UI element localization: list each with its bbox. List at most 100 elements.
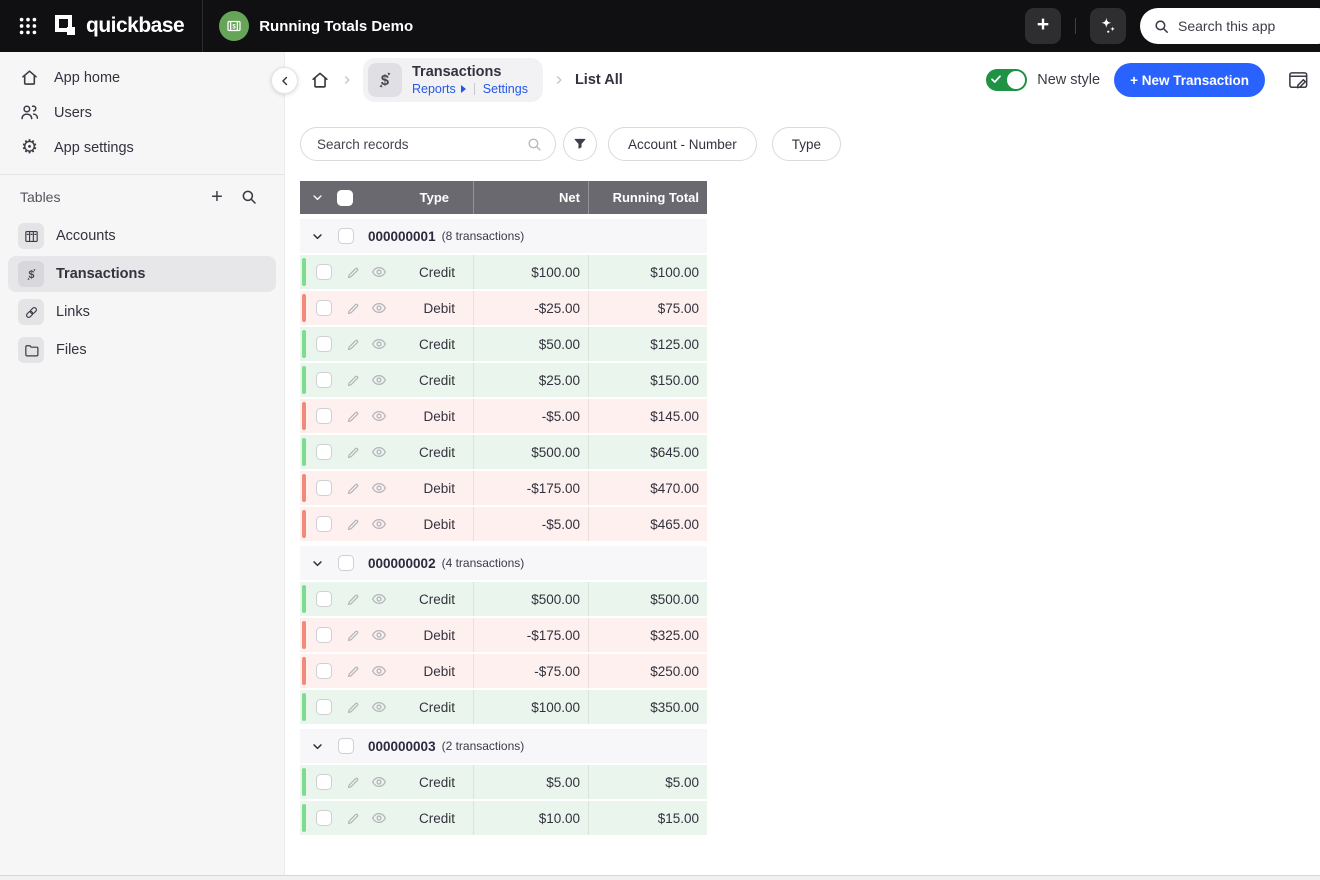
edit-pencil-icon[interactable]: [345, 408, 362, 425]
row-checkbox[interactable]: [316, 264, 332, 280]
row-checkbox[interactable]: [316, 408, 332, 424]
row-checkbox[interactable]: [316, 627, 332, 643]
breadcrumb-home-button[interactable]: [309, 69, 331, 91]
quick-view-eye-icon[interactable]: [370, 479, 388, 497]
quick-view-eye-icon[interactable]: [370, 335, 388, 353]
column-header-type[interactable]: Type: [419, 190, 449, 205]
group-checkbox[interactable]: [338, 738, 354, 754]
net-cell: $100.00: [473, 255, 588, 289]
filter-button[interactable]: [563, 127, 597, 161]
record-search-input[interactable]: [317, 136, 526, 152]
chevron-down-icon[interactable]: [310, 190, 325, 205]
column-header-running-total[interactable]: Running Total: [588, 181, 707, 214]
quick-view-eye-icon[interactable]: [370, 698, 388, 716]
ai-sparkles-button[interactable]: [1090, 8, 1126, 44]
folder-icon: [18, 337, 44, 363]
group-checkbox[interactable]: [338, 555, 354, 571]
sidebar-item-app-home[interactable]: App home: [0, 60, 284, 95]
sidebar-item-app-settings[interactable]: ⚙ App settings: [0, 130, 284, 165]
sidebar-table-transactions[interactable]: $ Transactions: [8, 256, 276, 292]
quick-view-eye-icon[interactable]: [370, 299, 388, 317]
add-table-button[interactable]: +: [206, 186, 228, 208]
app-identity[interactable]: $ Running Totals Demo: [219, 11, 413, 41]
quick-view-eye-icon[interactable]: [370, 626, 388, 644]
topbar-divider: [202, 0, 204, 52]
waffle-grid-icon[interactable]: [14, 12, 42, 40]
quick-view-eye-icon[interactable]: [370, 263, 388, 281]
row-checkbox[interactable]: [316, 300, 332, 316]
quickbase-logo[interactable]: quickbase: [54, 14, 185, 38]
edit-pencil-icon[interactable]: [345, 516, 362, 533]
edit-pencil-icon[interactable]: [345, 774, 362, 791]
quick-view-eye-icon[interactable]: [370, 809, 388, 827]
reports-menu-link[interactable]: Reports: [412, 81, 456, 96]
running-total-cell: $645.00: [588, 435, 707, 469]
group-header-row: 000000002 (4 transactions): [300, 546, 707, 580]
edit-pencil-icon[interactable]: [345, 264, 362, 281]
new-style-toggle[interactable]: [986, 69, 1028, 91]
edit-pencil-icon[interactable]: [345, 444, 362, 461]
type-cell: Credit: [418, 699, 455, 715]
sidebar-table-links[interactable]: Links: [8, 294, 276, 330]
edit-pencil-icon[interactable]: [345, 480, 362, 497]
group-checkbox[interactable]: [338, 228, 354, 244]
quick-view-eye-icon[interactable]: [370, 407, 388, 425]
type-cell: Credit: [418, 372, 455, 388]
edit-pencil-icon[interactable]: [345, 372, 362, 389]
new-transaction-button[interactable]: + New Transaction: [1114, 63, 1265, 97]
app-search-input[interactable]: [1178, 18, 1308, 34]
settings-link[interactable]: Settings: [482, 81, 528, 96]
type-cell: Credit: [418, 264, 455, 280]
row-checkbox[interactable]: [316, 516, 332, 532]
chevron-down-icon[interactable]: [310, 739, 325, 754]
row-checkbox[interactable]: [316, 480, 332, 496]
quick-view-eye-icon[interactable]: [370, 590, 388, 608]
edit-pencil-icon[interactable]: [345, 591, 362, 608]
group-header-row: 000000003 (2 transactions): [300, 729, 707, 763]
quick-view-eye-icon[interactable]: [370, 773, 388, 791]
edit-pencil-icon[interactable]: [345, 300, 362, 317]
edit-pencil-icon[interactable]: [345, 810, 362, 827]
chevron-down-icon[interactable]: [310, 556, 325, 571]
users-icon: [21, 105, 39, 120]
row-checkbox[interactable]: [316, 336, 332, 352]
edit-pencil-icon[interactable]: [345, 627, 362, 644]
home-icon: [312, 72, 328, 88]
row-checkbox[interactable]: [316, 444, 332, 460]
row-checkbox[interactable]: [316, 663, 332, 679]
sidebar-table-accounts[interactable]: Accounts: [8, 218, 276, 254]
row-checkbox[interactable]: [316, 591, 332, 607]
net-cell: -$75.00: [473, 654, 588, 688]
page-edit-icon[interactable]: [1287, 69, 1310, 92]
quick-view-eye-icon[interactable]: [370, 443, 388, 461]
sidebar-table-files[interactable]: Files: [8, 332, 276, 368]
filter-pill-type[interactable]: Type: [771, 127, 842, 161]
quick-view-eye-icon[interactable]: [370, 371, 388, 389]
row-checkbox[interactable]: [316, 372, 332, 388]
app-search-box[interactable]: [1140, 8, 1320, 44]
edit-pencil-icon[interactable]: [345, 336, 362, 353]
chevron-down-icon[interactable]: [310, 229, 325, 244]
edit-pencil-icon[interactable]: [345, 663, 362, 680]
app-name: Running Totals Demo: [259, 17, 414, 35]
record-search-box[interactable]: [300, 127, 556, 161]
row-checkbox[interactable]: [316, 699, 332, 715]
row-checkbox[interactable]: [316, 774, 332, 790]
sidebar-table-label: Transactions: [56, 266, 146, 282]
quick-view-eye-icon[interactable]: [370, 662, 388, 680]
select-all-checkbox[interactable]: [337, 189, 353, 206]
type-cell: Debit: [423, 516, 455, 532]
filter-pill-account-number[interactable]: Account - Number: [608, 127, 757, 161]
column-header-net[interactable]: Net: [473, 181, 588, 214]
records-table: Type Net Running Total 000000001 (8 trans…: [300, 181, 707, 835]
create-new-button[interactable]: +: [1025, 8, 1061, 44]
sidebar-item-users[interactable]: Users: [0, 95, 284, 130]
bottom-window-edge: [0, 875, 1320, 880]
sidebar-collapse-button[interactable]: [271, 67, 298, 94]
type-color-bar: [302, 402, 306, 430]
search-tables-button[interactable]: [238, 186, 260, 208]
row-checkbox[interactable]: [316, 810, 332, 826]
quick-view-eye-icon[interactable]: [370, 515, 388, 533]
edit-pencil-icon[interactable]: [345, 699, 362, 716]
breadcrumb-table-chip[interactable]: $ Transactions Reports Settings: [363, 58, 543, 102]
